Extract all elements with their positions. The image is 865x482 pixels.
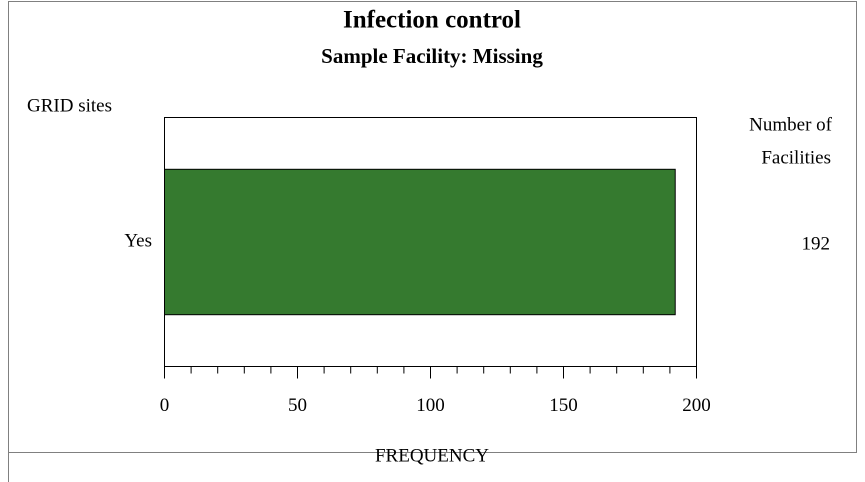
chart-subtitle: Sample Facility: Missing xyxy=(321,44,543,68)
value-label: 192 xyxy=(802,233,831,254)
x-axis-label: FREQUENCY xyxy=(375,445,489,466)
y-tick-label: Yes xyxy=(124,230,152,251)
value-column-header: Facilities xyxy=(761,147,831,168)
chart-title: Infection control xyxy=(343,7,521,34)
y-axis-label: GRID sites xyxy=(27,95,112,116)
x-tick-label: 0 xyxy=(160,395,170,416)
bar xyxy=(164,168,676,316)
x-tick-label: 100 xyxy=(416,395,445,416)
x-tick-label: 150 xyxy=(549,395,578,416)
frame xyxy=(8,1,857,453)
x-tick-label: 200 xyxy=(682,395,711,416)
value-column-header: Number of xyxy=(749,114,833,135)
x-tick-label: 50 xyxy=(288,395,307,416)
